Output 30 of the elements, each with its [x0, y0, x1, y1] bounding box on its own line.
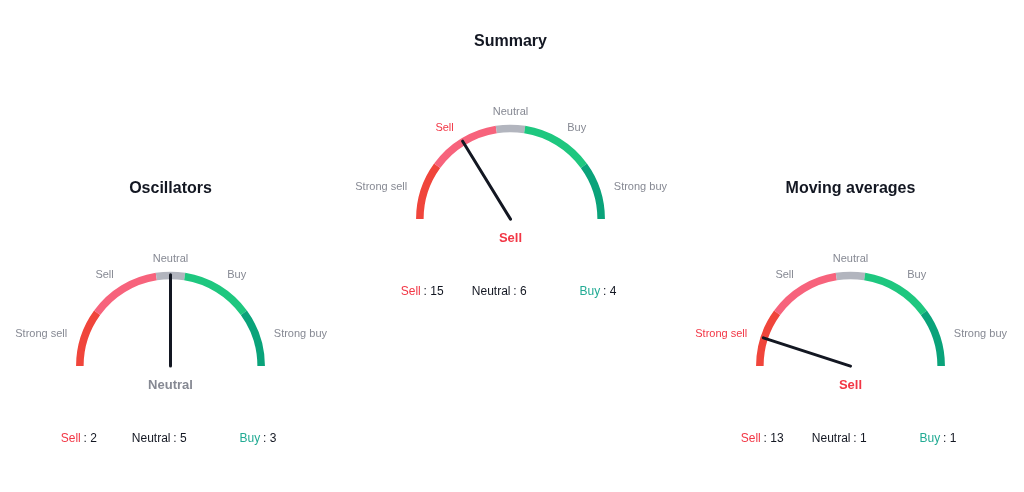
- text: Neutral : 1: [811, 430, 867, 445]
- text: Sell: [838, 377, 863, 393]
- slice-label: Neutral: [152, 251, 189, 264]
- text: Buy : 3: [239, 430, 277, 445]
- slice-label: Buy: [227, 267, 247, 280]
- slice-label: Sell: [435, 120, 454, 133]
- text: Neutral: [148, 377, 193, 393]
- slice-label: Strong sell: [355, 179, 408, 192]
- text: Sell : 13: [740, 430, 784, 445]
- slice-label: Strong sell: [695, 326, 748, 339]
- text: Sell : 15: [400, 283, 444, 298]
- text: Neutral : 6: [471, 283, 527, 298]
- slice-label: Strong buy: [273, 326, 328, 339]
- slice-label: Strong buy: [953, 326, 1008, 339]
- text: Neutral : 5: [131, 430, 187, 445]
- text: Sell : 2: [60, 430, 98, 445]
- slice-label: Sell: [95, 267, 114, 280]
- slice-label: Strong sell: [15, 326, 68, 339]
- chart-title: Moving averages: [785, 178, 916, 196]
- text: Buy : 4: [579, 283, 617, 298]
- chart-title: Summary: [474, 31, 548, 49]
- slice-label: Neutral: [492, 104, 529, 117]
- slice-label: Strong buy: [613, 179, 668, 192]
- text: Buy : 1: [919, 430, 957, 445]
- chart-title: Oscillators: [129, 178, 212, 196]
- text: Sell: [498, 230, 523, 246]
- slice-label: Buy: [907, 267, 927, 280]
- slice-label: Buy: [567, 120, 587, 133]
- slice-label: Sell: [775, 267, 794, 280]
- slice-label: Neutral: [832, 251, 869, 264]
